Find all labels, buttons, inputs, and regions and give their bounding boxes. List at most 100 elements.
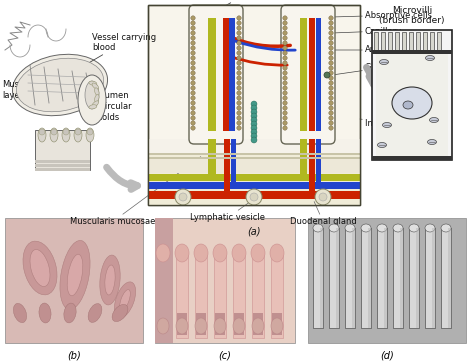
Bar	[345, 228, 355, 328]
Circle shape	[251, 101, 257, 107]
Ellipse shape	[12, 54, 108, 116]
Circle shape	[191, 66, 195, 70]
Ellipse shape	[271, 318, 283, 334]
Circle shape	[191, 86, 195, 90]
Ellipse shape	[156, 244, 170, 262]
Circle shape	[283, 101, 287, 105]
Circle shape	[251, 133, 257, 139]
Bar	[441, 228, 451, 328]
Bar	[148, 153, 360, 155]
Bar	[313, 228, 323, 328]
Ellipse shape	[60, 240, 90, 309]
Text: Muscle
layers: Muscle layers	[2, 80, 31, 100]
Ellipse shape	[89, 105, 97, 109]
Ellipse shape	[67, 254, 83, 296]
Ellipse shape	[64, 303, 76, 323]
Circle shape	[283, 111, 287, 115]
Circle shape	[329, 106, 333, 110]
Circle shape	[237, 91, 241, 95]
Bar	[35, 164, 90, 167]
Bar	[148, 157, 360, 159]
Ellipse shape	[252, 318, 264, 334]
Circle shape	[237, 76, 241, 80]
Point	[82, 75, 88, 79]
Circle shape	[191, 36, 195, 40]
Text: Lacteal: Lacteal	[214, 0, 259, 12]
Bar	[195, 253, 207, 338]
Circle shape	[251, 113, 257, 119]
Circle shape	[237, 106, 241, 110]
Ellipse shape	[30, 249, 50, 287]
Circle shape	[237, 116, 241, 120]
Bar	[409, 228, 419, 328]
Circle shape	[319, 193, 327, 201]
Circle shape	[191, 76, 195, 80]
Bar	[300, 139, 307, 181]
Ellipse shape	[100, 255, 120, 305]
Text: Artery: Artery	[316, 45, 391, 55]
Circle shape	[237, 81, 241, 85]
Ellipse shape	[232, 244, 246, 262]
Circle shape	[191, 61, 195, 65]
Circle shape	[329, 76, 333, 80]
Bar	[409, 32, 413, 50]
Line: 2 pts: 2 pts	[72, 71, 77, 99]
Bar	[402, 32, 406, 50]
Bar	[376, 54, 448, 156]
Bar	[448, 228, 451, 328]
Circle shape	[329, 31, 333, 35]
Circle shape	[329, 126, 333, 130]
Ellipse shape	[441, 224, 451, 232]
Text: (c): (c)	[219, 351, 231, 361]
Bar	[208, 18, 216, 131]
Ellipse shape	[214, 318, 226, 334]
Bar	[368, 228, 371, 328]
FancyBboxPatch shape	[189, 5, 243, 144]
Bar	[425, 228, 435, 328]
Bar	[400, 228, 403, 328]
Bar	[416, 228, 419, 328]
Circle shape	[237, 86, 241, 90]
Circle shape	[315, 189, 331, 205]
Ellipse shape	[425, 224, 435, 232]
Circle shape	[191, 101, 195, 105]
Circle shape	[191, 41, 195, 45]
Bar	[148, 153, 360, 205]
Circle shape	[329, 41, 333, 45]
Ellipse shape	[233, 318, 245, 334]
Ellipse shape	[114, 282, 136, 318]
Circle shape	[175, 189, 191, 205]
Ellipse shape	[377, 224, 387, 232]
Bar	[320, 228, 323, 328]
Bar	[155, 218, 173, 343]
Ellipse shape	[393, 224, 403, 232]
Point	[83, 71, 89, 75]
Circle shape	[329, 56, 333, 60]
Circle shape	[283, 56, 287, 60]
Circle shape	[250, 193, 258, 201]
Bar	[233, 253, 245, 338]
Bar	[352, 228, 355, 328]
Bar	[214, 253, 226, 338]
Text: Circular
folds: Circular folds	[80, 102, 133, 122]
Circle shape	[283, 106, 287, 110]
Bar	[393, 228, 403, 328]
Circle shape	[251, 129, 257, 135]
Circle shape	[237, 16, 241, 20]
FancyArrowPatch shape	[228, 36, 290, 46]
Ellipse shape	[38, 128, 46, 142]
Text: Lumen: Lumen	[90, 91, 128, 100]
Ellipse shape	[213, 244, 227, 262]
Point	[434, 118, 440, 122]
Bar	[196, 313, 206, 335]
Circle shape	[329, 116, 333, 120]
Bar	[252, 253, 264, 338]
Circle shape	[251, 137, 257, 143]
Bar	[372, 50, 452, 54]
Ellipse shape	[345, 224, 355, 232]
Circle shape	[237, 61, 241, 65]
Bar	[395, 32, 399, 50]
Bar	[176, 253, 188, 338]
Ellipse shape	[95, 95, 99, 102]
Circle shape	[191, 91, 195, 95]
